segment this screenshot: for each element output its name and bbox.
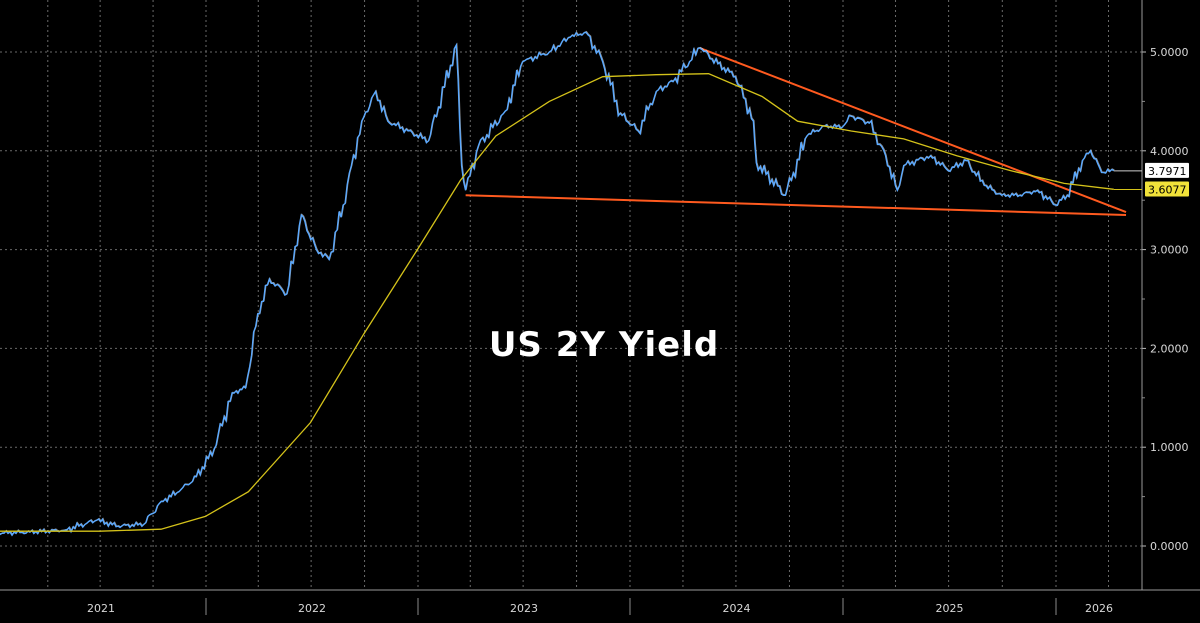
ma-value-tag [1145, 181, 1189, 197]
moving-average-line [0, 73, 1114, 532]
value-tag-label: 3.7971 [1148, 165, 1187, 178]
trendline [699, 47, 1127, 213]
x-tick-label: 2025 [936, 602, 964, 615]
y-tick-label: 2.0000 [1150, 342, 1189, 355]
trendline [465, 194, 1127, 217]
price-value-tag [1145, 162, 1189, 178]
y-tick-label: 3.0000 [1150, 244, 1189, 257]
y-tick-label: 4.0000 [1150, 145, 1189, 158]
y-tick-label: 5.0000 [1150, 46, 1189, 59]
x-tick-label: 2026 [1085, 602, 1113, 615]
y-tick-label: 0.0000 [1150, 540, 1189, 553]
x-tick-label: 2024 [723, 602, 751, 615]
grid-layer [0, 0, 1142, 590]
x-tick-label: 2023 [510, 602, 538, 615]
y-tick-label: 1.0000 [1150, 441, 1189, 454]
value-tag-label: 3.6077 [1148, 184, 1187, 197]
chart-title: US 2Y Yield [489, 325, 719, 365]
x-axis-band [0, 591, 1200, 619]
x-tick-label: 2022 [298, 602, 326, 615]
value-tag-layer: 3.7971 3.6077 [1113, 162, 1189, 197]
series-layer [0, 30, 1115, 537]
x-tick-label: 2021 [87, 602, 115, 615]
trendline-layer [465, 47, 1127, 217]
